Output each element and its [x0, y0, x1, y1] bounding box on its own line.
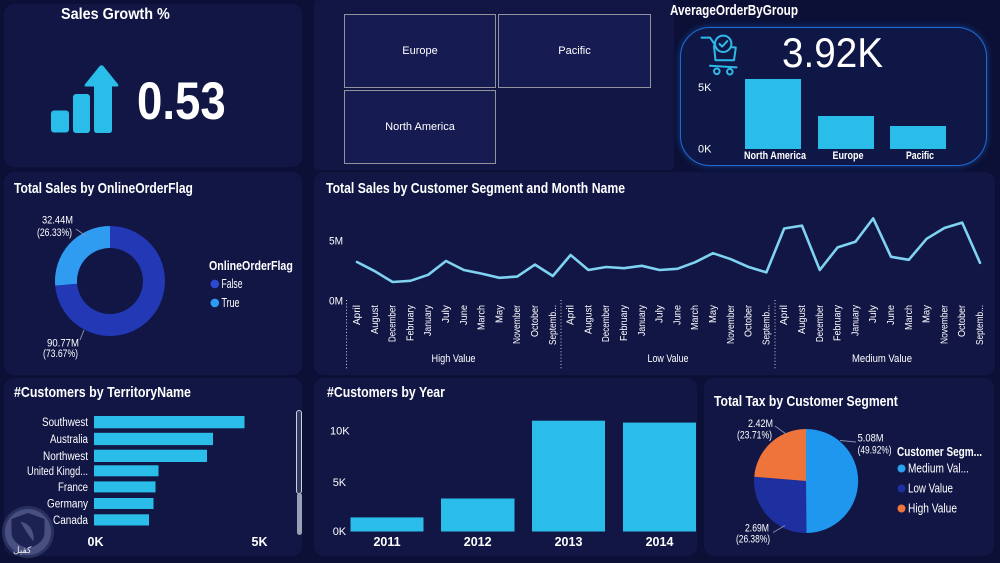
svg-text:January: January [636, 304, 648, 336]
svg-text:2.42M: 2.42M [748, 418, 773, 430]
svg-text:April: April [351, 305, 363, 325]
svg-text:Low Value: Low Value [908, 482, 953, 496]
svg-text:May: May [921, 304, 933, 323]
svg-text:High Value: High Value [432, 353, 476, 365]
svg-text:5.08M: 5.08M [858, 433, 884, 445]
svg-text:December: December [814, 305, 826, 342]
svg-text:October: October [956, 305, 968, 337]
svg-text:5K: 5K [252, 535, 268, 549]
svg-text:June: June [458, 305, 470, 325]
svg-text:0K: 0K [88, 535, 104, 549]
svg-text:True: True [222, 296, 240, 310]
svg-text:August: August [369, 305, 381, 334]
svg-text:October: October [743, 305, 755, 337]
svg-text:June: June [885, 305, 897, 325]
svg-text:July: July [867, 304, 879, 323]
svg-text:June: June [671, 305, 683, 325]
svg-text:December: December [600, 305, 612, 342]
svg-text:Pacific: Pacific [906, 150, 934, 162]
svg-text:90.77M: 90.77M [47, 338, 79, 350]
svg-text:Northwest: Northwest [43, 451, 89, 463]
svg-text:France: France [58, 482, 88, 494]
svg-text:April: April [565, 305, 577, 325]
svg-text:2011: 2011 [373, 535, 400, 549]
svg-text:January: January [849, 304, 861, 336]
svg-text:32.44M: 32.44M [42, 215, 73, 227]
svg-text:2.69M: 2.69M [745, 523, 769, 535]
svg-text:North America: North America [744, 150, 807, 162]
svg-text:Septemb...: Septemb... [974, 305, 986, 345]
svg-text:(49.92%): (49.92%) [858, 444, 892, 456]
svg-text:Medium Val...: Medium Val... [908, 462, 969, 476]
svg-text:November: November [725, 305, 737, 344]
svg-text:March: March [689, 305, 701, 330]
svg-text:February: February [404, 304, 416, 341]
svg-text:2013: 2013 [555, 535, 583, 549]
svg-text:April: April [778, 305, 790, 325]
svg-text:10K: 10K [330, 426, 350, 438]
svg-text:January: January [422, 304, 434, 336]
svg-text:Low Value: Low Value [648, 353, 689, 365]
svg-text:August: August [582, 305, 594, 334]
svg-text:5K: 5K [698, 82, 712, 94]
svg-text:High Value: High Value [908, 502, 957, 516]
svg-text:5M: 5M [329, 236, 343, 248]
svg-text:October: October [529, 305, 541, 337]
svg-text:December: December [387, 305, 399, 342]
svg-text:March: March [903, 305, 915, 330]
svg-text:Australia: Australia [50, 434, 89, 446]
svg-text:February: February [832, 304, 844, 341]
svg-text:July: July [654, 304, 666, 323]
svg-text:(73.67%): (73.67%) [43, 348, 78, 360]
svg-text:Septemb...: Septemb... [760, 305, 772, 345]
svg-text:0K: 0K [333, 526, 347, 538]
svg-text:2014: 2014 [646, 535, 674, 549]
svg-text:July: July [440, 304, 452, 323]
svg-text:False: False [222, 277, 243, 291]
svg-text:Septemb...: Septemb... [547, 305, 559, 345]
svg-text:Southwest: Southwest [42, 417, 89, 429]
svg-text:Medium Value: Medium Value [852, 353, 912, 365]
svg-text:February: February [618, 304, 630, 341]
svg-text:(26.33%): (26.33%) [37, 227, 72, 239]
svg-text:November: November [938, 305, 950, 344]
svg-text:Germany: Germany [47, 499, 88, 511]
svg-text:United Kingd...: United Kingd... [27, 466, 88, 478]
svg-text:Europe: Europe [833, 150, 864, 162]
svg-text:2012: 2012 [464, 535, 492, 549]
svg-text:0M: 0M [329, 296, 343, 308]
svg-text:August: August [796, 305, 808, 334]
svg-text:كفيل: كفيل [13, 545, 32, 555]
svg-text:(23.71%): (23.71%) [737, 430, 772, 442]
svg-text:May: May [493, 304, 505, 323]
svg-text:(26.38%): (26.38%) [736, 534, 770, 546]
svg-text:Canada: Canada [53, 515, 89, 527]
svg-text:November: November [511, 305, 523, 344]
svg-text:5K: 5K [333, 477, 347, 489]
svg-text:May: May [707, 304, 719, 323]
svg-text:0K: 0K [698, 144, 712, 156]
svg-text:March: March [476, 305, 488, 330]
